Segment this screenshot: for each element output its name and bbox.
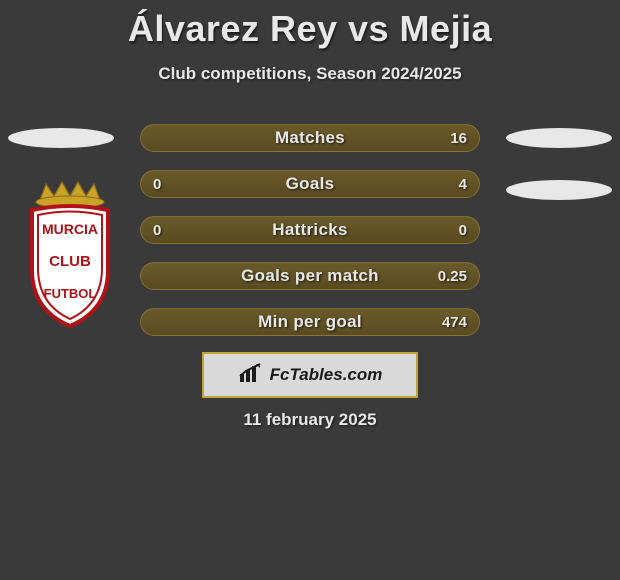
pill-shape-left	[8, 128, 114, 148]
club-badge: MURCIA CLUB FUTBOL	[20, 178, 120, 328]
stat-label: Min per goal	[141, 309, 479, 335]
stat-label: Goals	[141, 171, 479, 197]
stats-table: Matches 16 0 Goals 4 0 Hattricks 0 Goals…	[140, 124, 480, 354]
stat-row: 0 Hattricks 0	[140, 216, 480, 244]
brand-text: FcTables.com	[270, 365, 383, 385]
stat-row: Goals per match 0.25	[140, 262, 480, 290]
stat-right-value: 0.25	[438, 263, 467, 289]
footer-date: 11 february 2025	[0, 410, 620, 430]
stat-row: Matches 16	[140, 124, 480, 152]
stat-right-value: 16	[450, 125, 467, 151]
page-subtitle: Club competitions, Season 2024/2025	[0, 64, 620, 84]
stat-row: Min per goal 474	[140, 308, 480, 336]
chart-icon	[238, 362, 264, 389]
stat-right-value: 0	[459, 217, 467, 243]
badge-text-top: MURCIA	[42, 221, 98, 237]
stat-label: Hattricks	[141, 217, 479, 243]
stat-row: 0 Goals 4	[140, 170, 480, 198]
pill-shape-right-1	[506, 128, 612, 148]
badge-text-mid: CLUB	[49, 253, 91, 270]
stat-right-value: 4	[459, 171, 467, 197]
badge-text-bottom: FUTBOL	[44, 286, 97, 301]
brand-badge: FcTables.com	[202, 352, 418, 398]
page-title: Álvarez Rey vs Mejia	[0, 0, 620, 50]
stat-label: Goals per match	[141, 263, 479, 289]
stat-label: Matches	[141, 125, 479, 151]
stat-right-value: 474	[442, 309, 467, 335]
pill-shape-right-2	[506, 180, 612, 200]
